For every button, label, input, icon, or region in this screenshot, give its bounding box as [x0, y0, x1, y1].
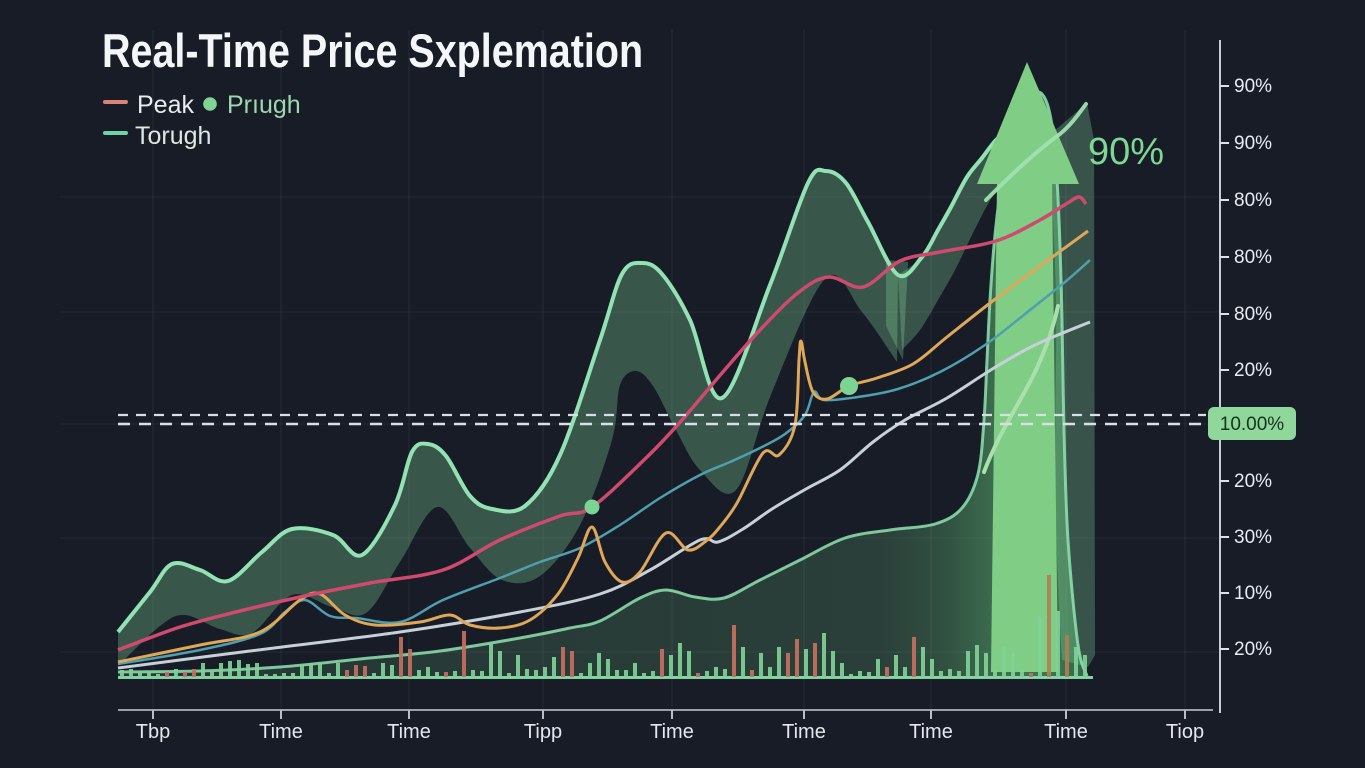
- svg-text:30%: 30%: [1234, 527, 1272, 548]
- svg-text:Time: Time: [1044, 721, 1088, 743]
- svg-text:Time: Time: [259, 721, 303, 743]
- svg-text:20%: 20%: [1234, 360, 1272, 381]
- svg-text:80%: 80%: [1234, 190, 1272, 211]
- svg-text:90%: 90%: [1234, 76, 1272, 97]
- svg-text:10.00%: 10.00%: [1220, 414, 1285, 435]
- svg-text:Tiop: Tiop: [1166, 721, 1204, 743]
- svg-text:Peak: Peak: [137, 91, 194, 119]
- svg-text:Time: Time: [650, 721, 694, 743]
- svg-text:Real-Time Price Sxplemation: Real-Time Price Sxplemation: [102, 26, 643, 78]
- svg-text:90%: 90%: [1088, 131, 1164, 173]
- svg-text:90%: 90%: [1234, 133, 1272, 154]
- svg-text:Time: Time: [387, 721, 431, 743]
- svg-text:Torugh: Torugh: [135, 122, 211, 150]
- svg-text:Time: Time: [782, 721, 826, 743]
- svg-text:80%: 80%: [1234, 304, 1272, 325]
- svg-text:Prıugh: Prıugh: [227, 91, 301, 119]
- svg-text:Tipp: Tipp: [524, 721, 562, 743]
- svg-text:Tbp: Tbp: [136, 721, 170, 743]
- svg-text:20%: 20%: [1234, 471, 1272, 492]
- svg-text:80%: 80%: [1234, 247, 1272, 268]
- svg-text:10%: 10%: [1234, 583, 1272, 604]
- svg-text:Time: Time: [909, 721, 953, 743]
- svg-text:20%: 20%: [1234, 639, 1272, 660]
